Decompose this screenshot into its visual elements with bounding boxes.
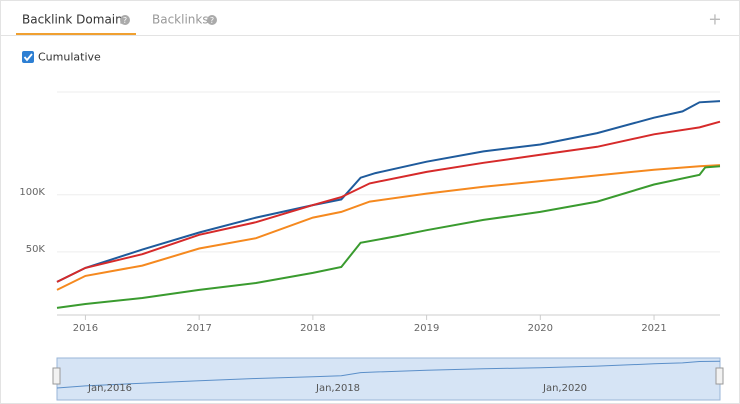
checkbox-label[interactable]: Cumulative (38, 51, 101, 64)
navigator-line (56, 360, 721, 389)
tab[interactable]: Backlinks (152, 13, 209, 27)
x-tick-label: 2017 (186, 323, 211, 334)
series-line (56, 100, 721, 283)
help-icon-glyph: ? (210, 16, 214, 25)
navigator-label: Jan,2016 (87, 383, 132, 394)
series-line (56, 120, 721, 283)
x-tick-label: 2020 (528, 323, 553, 334)
y-tick-label: 100K (19, 187, 45, 198)
checkbox[interactable] (22, 51, 34, 63)
help-icon[interactable] (207, 15, 217, 25)
x-tick-label: 2021 (641, 323, 666, 334)
checkmark (23, 53, 33, 62)
tab[interactable]: Backlink Domains (22, 13, 129, 27)
x-tick-label: 2016 (73, 323, 98, 334)
navigator[interactable] (56, 357, 721, 401)
series-line (56, 164, 721, 291)
navigator-label: Jan,2020 (542, 383, 587, 394)
y-tick-label: 50K (26, 244, 46, 255)
navigator-label: Jan,2018 (315, 383, 360, 394)
x-tick-label: 2018 (300, 323, 325, 334)
navigator-handle[interactable] (52, 367, 61, 385)
help-icon[interactable] (120, 15, 130, 25)
navigator-handle[interactable] (715, 367, 724, 385)
add-button[interactable]: + (708, 10, 721, 29)
help-icon-glyph: ? (123, 16, 127, 25)
series-line (56, 165, 721, 309)
x-tick-label: 2019 (414, 323, 439, 334)
